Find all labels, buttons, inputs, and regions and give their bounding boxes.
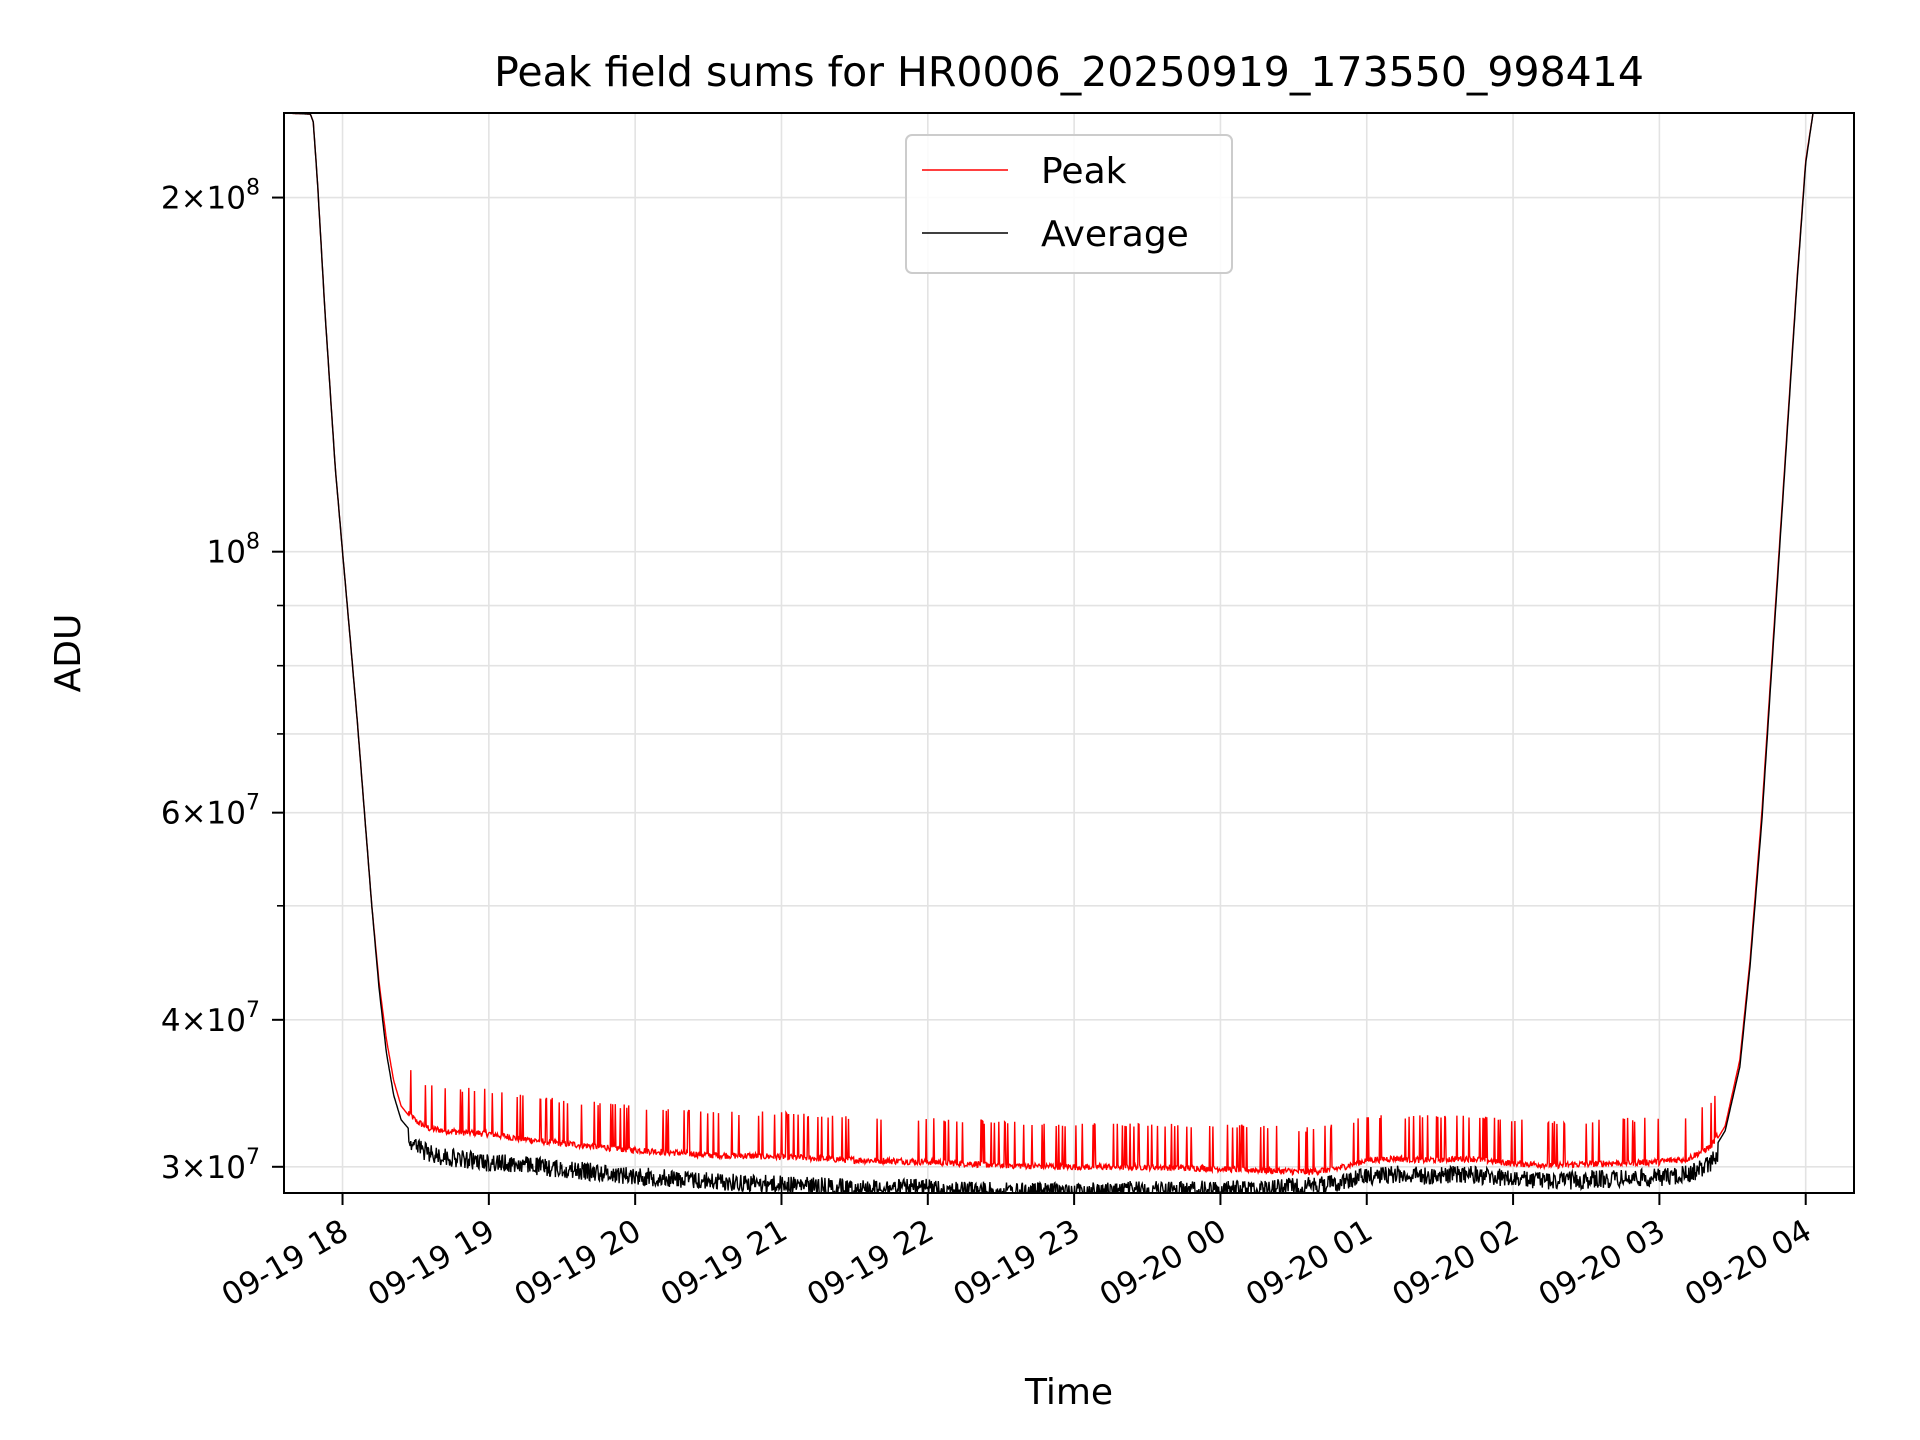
series-line-peak xyxy=(284,113,1814,1177)
legend-peak-label: Peak xyxy=(1041,151,1127,192)
y-axis-label: ADU xyxy=(48,614,89,693)
legend-average-label: Average xyxy=(1041,214,1189,255)
series-line-average xyxy=(284,113,1814,1193)
x-axis-label: Time xyxy=(1024,1372,1113,1413)
legend: Peak Average xyxy=(905,134,1233,274)
plot-frame xyxy=(283,112,1855,1194)
chart-title: Peak field sums for HR0006_20250919_1735… xyxy=(494,48,1644,96)
grid xyxy=(284,113,1854,1193)
y-tick-label: 2×108 xyxy=(161,176,260,217)
y-axis: 3×107 4×107 6×107 108 2×108 xyxy=(161,176,284,1186)
y-tick-label: 3×107 xyxy=(161,1145,260,1186)
y-tick-label: 6×107 xyxy=(161,791,260,832)
y-tick-label: 108 xyxy=(207,530,260,571)
series-layer xyxy=(284,113,1814,1193)
y-tick-label: 4×107 xyxy=(161,998,260,1039)
